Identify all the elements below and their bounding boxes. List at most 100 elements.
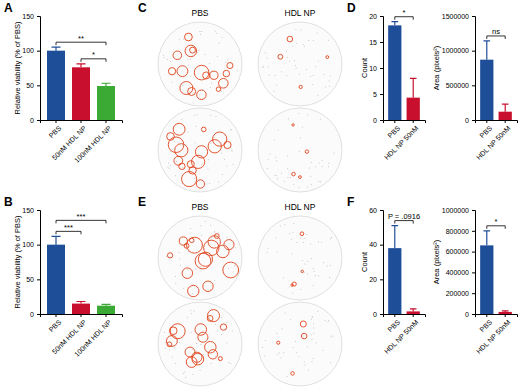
tick-mark bbox=[394, 120, 395, 123]
tick: 0 bbox=[30, 311, 40, 318]
speck bbox=[307, 187, 308, 188]
panel-label: A bbox=[4, 1, 13, 15]
tick-label: 150 bbox=[22, 207, 34, 214]
plot-area bbox=[47, 47, 115, 120]
bar-chart: 05101520PBSHDL NP 50nMCountD* bbox=[347, 1, 426, 161]
significance-label: *** bbox=[77, 212, 86, 221]
speck bbox=[228, 362, 229, 363]
colony-outline bbox=[174, 156, 183, 165]
colony-outline bbox=[168, 137, 184, 153]
figure: 050100150PBS50nM HDL NP100nM HDL NPRelat… bbox=[0, 0, 520, 388]
tick-label: 1500000 bbox=[442, 13, 469, 20]
tick-label: 10 bbox=[369, 65, 377, 72]
speck bbox=[293, 347, 294, 348]
speck bbox=[234, 265, 235, 266]
tick-mark bbox=[472, 51, 475, 52]
tick-mark bbox=[37, 85, 40, 86]
speck bbox=[289, 61, 290, 62]
speck bbox=[300, 238, 301, 239]
speck bbox=[207, 168, 208, 169]
speck bbox=[214, 231, 215, 232]
tick-label: PBS bbox=[478, 124, 493, 139]
axis-line bbox=[476, 121, 518, 124]
speck bbox=[183, 373, 184, 374]
speck bbox=[226, 79, 227, 80]
speck bbox=[311, 184, 312, 185]
column-label: HDL NP bbox=[285, 8, 316, 18]
speck bbox=[210, 244, 211, 245]
speck bbox=[196, 342, 197, 343]
speck bbox=[308, 369, 309, 370]
well bbox=[158, 22, 242, 106]
speck bbox=[281, 328, 282, 329]
y-axis: 02000004000006000008000001000000 bbox=[442, 207, 476, 318]
speck bbox=[267, 58, 268, 59]
speck bbox=[317, 95, 318, 96]
speck bbox=[214, 280, 215, 281]
axis-line bbox=[472, 211, 476, 315]
bar bbox=[407, 98, 420, 120]
column-label: HDL NP bbox=[285, 202, 316, 212]
tick-label: 0 bbox=[373, 311, 377, 318]
error-bar bbox=[77, 302, 86, 304]
error-bar bbox=[410, 309, 417, 312]
speck bbox=[277, 251, 278, 252]
speck bbox=[299, 187, 300, 188]
colony-outline bbox=[195, 324, 207, 336]
speck bbox=[227, 59, 228, 60]
colony-image: CPBSHDL NP bbox=[138, 1, 342, 192]
speck bbox=[210, 289, 211, 290]
tick-mark bbox=[486, 314, 487, 317]
tick-mark bbox=[106, 120, 107, 123]
speck bbox=[192, 349, 193, 350]
colony-outline bbox=[177, 66, 188, 77]
plot-area bbox=[388, 226, 420, 314]
speck bbox=[309, 167, 310, 168]
speck bbox=[316, 342, 317, 343]
speck bbox=[311, 162, 312, 163]
speck bbox=[300, 137, 301, 138]
speck bbox=[269, 74, 270, 75]
speck bbox=[231, 262, 232, 263]
tick: PBS bbox=[478, 120, 493, 139]
tick-mark bbox=[37, 210, 40, 211]
axis-line bbox=[384, 315, 426, 318]
colony-outline bbox=[227, 63, 233, 69]
speck bbox=[292, 254, 293, 255]
colony-outline bbox=[214, 234, 219, 239]
speck bbox=[190, 76, 191, 77]
speck bbox=[182, 85, 183, 86]
tick-label: HDL NP 50nM bbox=[383, 318, 420, 355]
speck bbox=[290, 319, 291, 320]
error-bar bbox=[77, 64, 86, 67]
speck bbox=[185, 377, 186, 378]
speck bbox=[330, 362, 331, 363]
tick: 400000 bbox=[446, 269, 475, 276]
speck bbox=[322, 160, 323, 161]
speck bbox=[313, 327, 314, 328]
tick: 100nM HDL NP bbox=[73, 314, 113, 358]
speck bbox=[200, 370, 201, 371]
speck bbox=[183, 38, 184, 39]
speck bbox=[313, 75, 314, 76]
speck bbox=[221, 37, 222, 38]
speck bbox=[321, 242, 322, 243]
colony-outline bbox=[208, 350, 217, 359]
speck bbox=[284, 181, 285, 182]
speck bbox=[198, 50, 199, 51]
tick-label: 100 bbox=[22, 47, 34, 54]
axis-title: Count bbox=[360, 251, 369, 272]
bar bbox=[72, 67, 90, 120]
speck bbox=[168, 166, 169, 167]
colony-outline bbox=[201, 127, 206, 132]
tick: 150 bbox=[22, 207, 40, 214]
tick: HDL NP 50nM bbox=[383, 314, 420, 355]
speck bbox=[172, 149, 173, 150]
tick-mark bbox=[413, 314, 414, 317]
speck bbox=[320, 181, 321, 182]
significance-label: * bbox=[403, 8, 406, 17]
speck bbox=[187, 269, 188, 270]
colony-outline bbox=[277, 341, 280, 344]
speck bbox=[218, 232, 219, 233]
speck bbox=[174, 348, 175, 349]
